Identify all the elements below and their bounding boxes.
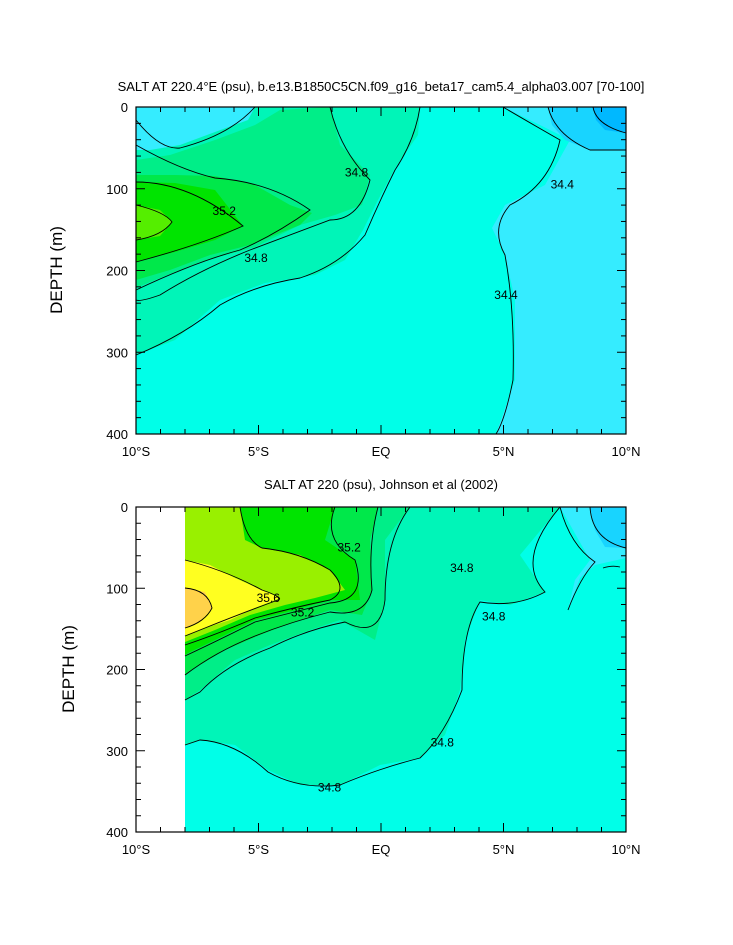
panel-bottom-title: SALT AT 220 (psu), Johnson et al (2002) [264, 477, 498, 492]
x-tick-label: 10°S [122, 842, 151, 857]
panel-bottom-xticks: 10°S 5°S EQ 5°N 10°N [122, 507, 641, 857]
x-tick-label: EQ [372, 842, 391, 857]
panel-top-contour-labels: 34.8 35.2 34.8 34.4 34.4 [213, 165, 575, 302]
y-tick-label: 200 [106, 264, 128, 279]
contour-label: 35.6 [257, 591, 281, 605]
fill-band-33.8-34.0 [593, 107, 626, 133]
panel-top: SALT AT 220.4°E (psu), b.e13.B1850C5CN.f… [47, 79, 644, 459]
contour-label: 34.8 [431, 736, 455, 750]
y-tick-label: 100 [106, 581, 128, 596]
panel-top-ylabel: DEPTH (m) [47, 226, 66, 314]
y-tick-label: 400 [106, 427, 128, 442]
x-tick-label: 10°S [122, 444, 151, 459]
contour-label: 35.2 [213, 204, 237, 218]
contour-label: 34.8 [345, 165, 369, 179]
panel-bottom-contour-lines [184, 506, 627, 787]
panel-top-contour-lines [135, 106, 627, 435]
fill-band-34.0-34.2 [590, 507, 626, 548]
fill-band-34.2-34.4 [492, 107, 626, 434]
contour-label: 34.8 [450, 561, 474, 575]
contour-label: 34.8 [318, 780, 342, 794]
x-tick-label: 10°N [611, 444, 640, 459]
x-tick-label: EQ [372, 444, 391, 459]
fill-band-35.4-35.6 [136, 205, 172, 240]
contour-label: 34.4 [551, 178, 575, 192]
y-tick-label: 400 [106, 825, 128, 840]
panel-bottom-yticks: 0 100 200 300 400 [106, 500, 626, 840]
contour-label: 35.2 [337, 541, 361, 555]
fill-band-35.2-35.4 [136, 182, 243, 262]
y-tick-label: 300 [106, 345, 128, 360]
x-tick-label: 10°N [611, 842, 640, 857]
x-tick-label: 5°S [248, 444, 269, 459]
x-tick-label: 5°N [493, 444, 515, 459]
panel-bottom: SALT AT 220 (psu), Johnson et al (2002) [59, 477, 641, 857]
panel-top-title: SALT AT 220.4°E (psu), b.e13.B1850C5CN.f… [118, 79, 645, 94]
fill-band-west-fresh [136, 107, 255, 150]
panel-top-contour-fills [136, 107, 626, 434]
panel-top-yticks: 0 100 200 300 400 [106, 100, 626, 442]
fill-band-35.6-35.8 [185, 560, 280, 636]
contour-label: 34.4 [494, 288, 518, 302]
y-tick-label: 100 [106, 182, 128, 197]
panel-top-xticks: 10°S 5°S EQ 5°N 10°N [122, 107, 641, 459]
contour-label: 35.2 [291, 606, 315, 620]
contour-label: 34.8 [244, 251, 268, 265]
y-tick-label: 0 [121, 500, 128, 515]
panel-bottom-ylabel: DEPTH (m) [59, 625, 78, 713]
y-tick-label: 200 [106, 663, 128, 678]
contour-label: 34.8 [482, 610, 506, 624]
panel-bottom-contour-labels: 35.2 35.6 35.2 34.8 34.8 34.8 34.8 [257, 541, 506, 795]
fill-band-35.8-36.0 [185, 588, 212, 628]
x-tick-label: 5°S [248, 842, 269, 857]
y-tick-label: 0 [121, 100, 128, 115]
x-tick-label: 5°N [493, 842, 515, 857]
y-tick-label: 300 [106, 744, 128, 759]
panel-bottom-contour-fills [185, 507, 626, 832]
